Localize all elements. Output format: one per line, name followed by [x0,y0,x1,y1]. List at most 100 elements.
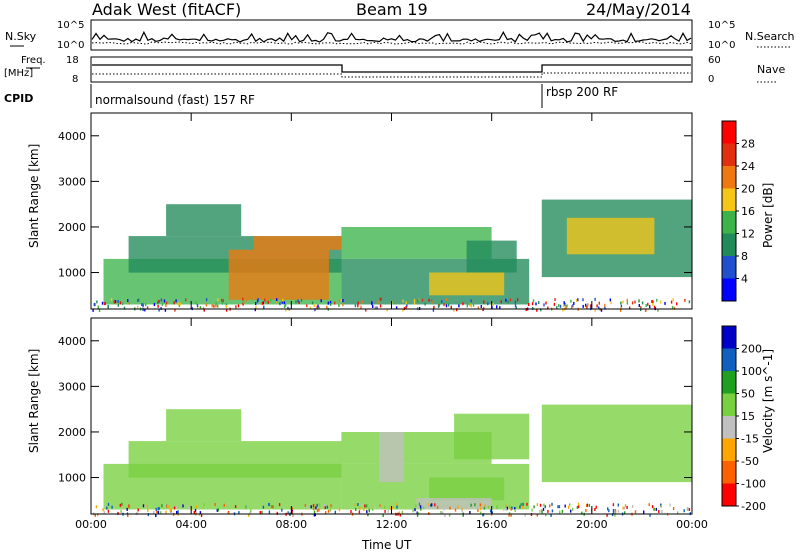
velocity-speckle [350,510,352,513]
velocity-speckle [524,513,526,517]
power-speckle [570,299,572,303]
velocity-speckle [461,507,463,511]
velocity-speckle [511,506,513,510]
power-speckle [283,305,286,309]
velocity-speckle [261,510,263,514]
power-speckle [235,305,237,309]
power-speckle [545,301,547,305]
velocity-speckle [531,508,533,512]
power-speckle [535,302,537,306]
cpid-mode-rbsp: rbsp 200 RF [546,85,618,99]
velocity-speckle [156,510,158,514]
power-speckle [96,300,98,304]
velocity-speckle [147,508,149,512]
velocity-speckle [541,510,543,514]
power-speckle [376,300,379,304]
velocity-speckle [142,504,145,508]
power-speckle [647,302,649,306]
power-speckle [657,308,659,312]
velocity-colorbar-tick-label: 200 [741,343,762,356]
power-speckle [626,298,628,302]
power-speckle [406,304,408,308]
velocity-speckle [577,502,580,506]
velocity-speckle [551,509,554,513]
power-speckle [514,304,517,308]
velocity-speckle [292,513,294,517]
power-speckle [671,306,674,309]
power-speckle [688,300,691,304]
power-speckle [142,308,144,312]
power-speckle [589,304,592,308]
velocity-speckle [514,509,516,512]
velocity-speckle [193,511,195,514]
velocity-speckle [559,510,561,514]
power-speckle [462,302,464,306]
velocity-speckle [655,507,657,511]
velocity-speckle [161,504,163,508]
power-speckle [413,301,416,305]
velocity-speckle [155,514,157,517]
velocity-x-tick-label: 00:00 [75,518,107,531]
velocity-speckle [570,509,572,513]
power-speckle [619,308,622,312]
power-speckle [515,306,517,310]
power-colorbar-tick-label: 28 [741,138,755,151]
velocity-speckle [176,510,178,514]
velocity-y-tick-label: 2000 [58,426,86,439]
power-speckle [379,297,382,301]
power-speckle [566,304,568,308]
velocity-speckle [364,504,366,508]
velocity-speckle [387,509,389,513]
velocity-speckle [417,511,419,515]
velocity-speckle [137,508,139,512]
power-speckle [329,302,332,306]
power-speckle [531,302,534,306]
power-speckle [450,305,452,309]
velocity-speckle [520,503,522,507]
velocity-speckle [683,509,685,513]
velocity-speckle [510,507,512,511]
power-speckle [144,308,146,312]
velocity-speckle [338,508,341,512]
velocity-speckle [420,507,422,511]
velocity-speckle [383,505,386,509]
velocity-speckle [106,506,108,510]
power-speckle [532,299,535,303]
power-colorbar-cell [722,256,736,279]
velocity-speckle [121,502,123,506]
velocity-speckle [227,511,229,515]
power-speckle [282,298,284,302]
power-speckle [660,300,662,304]
power-speckle [300,298,303,302]
velocity-speckle [147,513,150,517]
power-speckle [158,299,160,303]
power-y-axis: 1000 2000 3000 4000 [58,130,692,280]
velocity-speckle [482,513,484,517]
power-speckle [372,305,374,308]
velocity-speckle [334,510,336,514]
power-speckle [110,298,113,302]
power-speckle [265,300,267,304]
velocity-speckle [557,505,559,509]
velocity-band-8 [416,498,492,510]
power-speckle [165,301,168,305]
power-speckle [521,299,523,303]
power-colorbar-tick-label: 12 [741,228,755,241]
power-speckle [361,300,363,304]
power-speckle [225,304,227,308]
power-speckle [222,299,224,303]
power-speckle [453,308,455,312]
velocity-speckle [551,502,553,506]
station-title: Adak West (fitACF) [92,0,241,19]
power-band-3 [228,249,329,300]
power-speckle [360,305,362,309]
velocity-speckle [474,503,476,507]
power-speckle [205,303,208,307]
velocity-speckle [378,506,381,510]
power-speckle [266,298,268,301]
power-speckle [477,306,479,310]
power-speckle [596,304,598,308]
power-speckle [243,300,245,304]
velocity-speckle [318,503,321,507]
